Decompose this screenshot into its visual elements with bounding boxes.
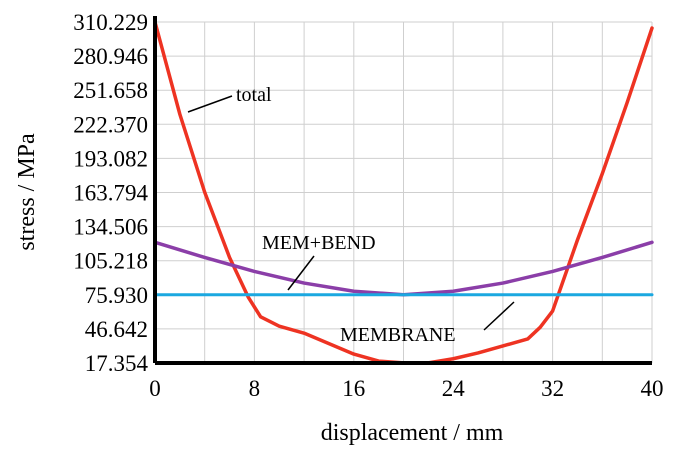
x-tick-label: 0 — [149, 376, 161, 401]
total-annotation: total — [236, 84, 272, 106]
x-tick-label: 16 — [342, 376, 365, 401]
mem-bend-leader-line — [287, 255, 315, 291]
annotations: total MEM+BEND MEMBRANE — [187, 84, 515, 346]
y-tick-label: 222.370 — [73, 112, 148, 137]
membrane-leader-line — [483, 301, 515, 331]
y-axis-label: stress / MPa — [14, 133, 40, 251]
x-tick-label: 40 — [641, 376, 664, 401]
axes — [153, 16, 652, 365]
mem-bend-annotation: MEM+BEND — [262, 232, 376, 254]
x-axis-label: displacement / mm — [321, 420, 504, 446]
y-tick-label: 105.218 — [73, 249, 148, 274]
y-tick-label: 251.658 — [73, 78, 148, 103]
y-tick-label: 46.642 — [85, 317, 148, 342]
y-tick-label: 163.794 — [73, 181, 148, 206]
grid — [154, 21, 653, 364]
y-tick-label: 17.354 — [85, 351, 149, 376]
y-tick-labels: 310.229 280.946 251.658 222.370 193.082 163.7… — [73, 10, 148, 376]
x-tick-label: 24 — [442, 376, 466, 401]
y-tick-label: 310.229 — [73, 10, 148, 35]
y-tick-label: 193.082 — [73, 146, 148, 171]
y-tick-label: 75.930 — [85, 283, 148, 308]
x-tick-label: 8 — [249, 376, 261, 401]
y-tick-label: 134.506 — [73, 215, 148, 240]
x-tick-label: 32 — [541, 376, 564, 401]
x-tick-labels: 0 8 16 24 32 40 — [149, 376, 663, 401]
total-leader-line — [187, 95, 233, 113]
membrane-annotation: MEMBRANE — [340, 324, 456, 346]
y-tick-label: 280.946 — [73, 44, 148, 69]
